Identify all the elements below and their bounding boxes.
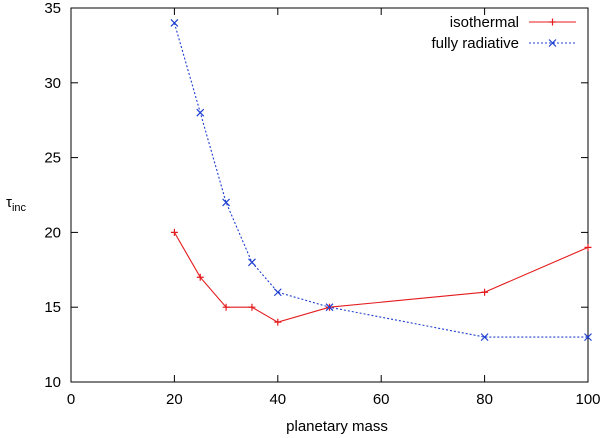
data-point (196, 108, 205, 117)
series-1 (170, 19, 592, 342)
legend-marker (549, 18, 556, 26)
data-point (196, 273, 204, 281)
data-point (480, 333, 489, 342)
y-axis-title-sub: inc (12, 202, 27, 214)
data-point (273, 288, 282, 297)
y-tick-label: 10 (44, 374, 61, 391)
y-tick-label: 15 (44, 299, 61, 316)
data-point (584, 243, 592, 251)
series-line (173, 22, 588, 338)
legend-item: fully radiative (431, 35, 576, 52)
y-tick-label: 30 (44, 75, 61, 92)
data-point (274, 318, 282, 326)
data-point (170, 228, 178, 236)
y-tick-label: 25 (44, 150, 61, 167)
x-tick-label: 0 (67, 391, 75, 408)
data-point (481, 288, 489, 296)
data-point (248, 303, 256, 311)
x-axis-title: planetary mass (286, 418, 388, 435)
legend-item: isothermal (450, 14, 576, 31)
plot-area (70, 7, 589, 383)
legend-label: isothermal (450, 14, 519, 31)
x-tick-label: 60 (373, 391, 390, 408)
y-axis-title: τinc (6, 194, 26, 214)
series-group (170, 19, 592, 342)
x-tick-label: 20 (166, 391, 183, 408)
y-tick-label: 20 (44, 224, 61, 241)
data-point (584, 333, 592, 342)
axis-ticks: 0 20 40 60 80 100 10 15 20 25 30 35 (44, 0, 600, 408)
series-line (173, 232, 589, 323)
legend-marker (548, 39, 557, 47)
data-point (222, 198, 231, 207)
y-axis-title-main: τ (6, 194, 12, 211)
x-tick-label: 80 (476, 391, 493, 408)
plot-frame (70, 7, 589, 383)
legend-label: fully radiative (431, 35, 519, 52)
series-0 (170, 228, 592, 326)
x-tick-label: 100 (575, 391, 600, 408)
data-point (248, 258, 256, 267)
data-point (325, 303, 334, 312)
x-tick-label: 40 (269, 391, 286, 408)
y-tick-label: 35 (44, 0, 61, 17)
data-point (170, 19, 179, 27)
legend: isothermal fully radiative (431, 14, 576, 52)
data-point (222, 303, 230, 311)
